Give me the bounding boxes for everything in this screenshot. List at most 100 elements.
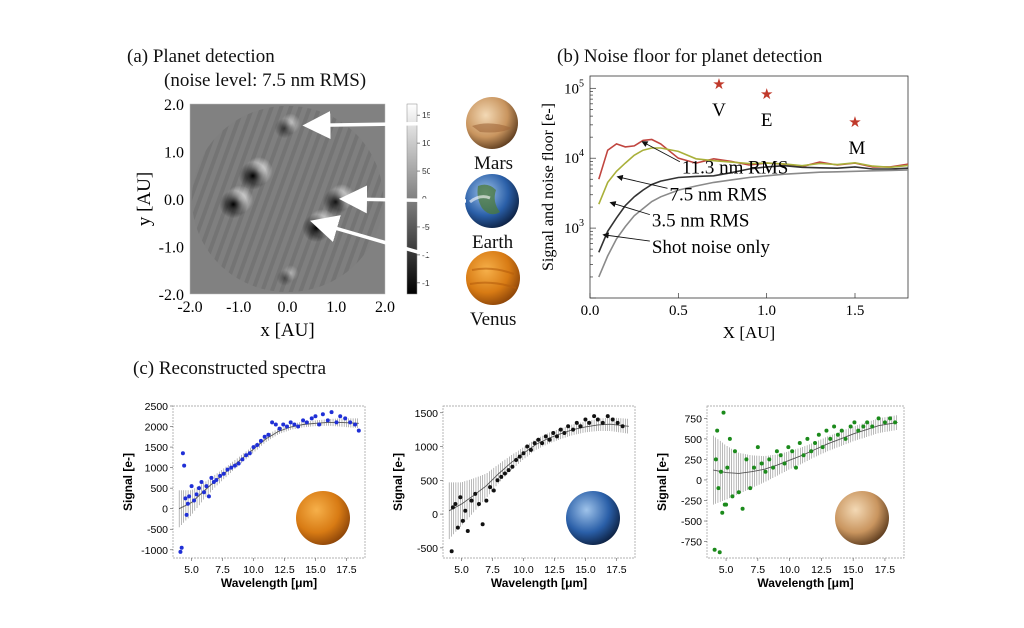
y-tick-label: -2.0 — [159, 287, 184, 304]
data-point — [229, 465, 234, 470]
y-tick-label: -500 — [681, 516, 702, 528]
data-point — [317, 422, 322, 427]
series-line — [598, 147, 909, 205]
data-point — [232, 463, 237, 468]
mars-globe-icon — [835, 491, 889, 545]
marker-label: V — [712, 100, 726, 121]
x-tick-label: 12.5 — [811, 564, 832, 576]
data-point — [484, 498, 489, 503]
data-point — [816, 432, 821, 437]
data-point — [309, 416, 314, 421]
x-tick-label: -1.0 — [226, 299, 251, 316]
data-point — [281, 422, 286, 427]
data-point — [273, 422, 278, 427]
data-point — [755, 445, 760, 450]
data-point — [255, 443, 260, 448]
data-point — [861, 424, 866, 429]
y-tick-label: 104 — [564, 148, 584, 167]
data-point — [801, 453, 806, 458]
data-point — [600, 420, 605, 425]
data-point — [348, 420, 353, 425]
data-point — [476, 501, 481, 506]
data-point — [782, 461, 787, 466]
x-tick-label: 15.0 — [843, 564, 864, 576]
curve-label: 11.3 nm RMS — [682, 158, 788, 179]
detection-map: 2.0 1.0 0.0 -1.0 -2.0-2.0 -1.0 0.0 1.0 2.0 x [AU]… — [134, 97, 430, 341]
data-point — [214, 477, 219, 482]
data-point — [194, 492, 199, 497]
curve-label-arrow — [602, 232, 650, 242]
colorbar-tick-label: 150000 — [422, 110, 430, 120]
data-point — [463, 508, 468, 513]
data-point — [592, 414, 597, 419]
y-tick-label: 0 — [162, 504, 168, 516]
curve-label-arrow — [616, 174, 668, 189]
data-point — [763, 469, 768, 474]
map-feature-dark — [238, 161, 267, 190]
x-tick-label: 5.0 — [719, 564, 734, 576]
data-point — [595, 417, 600, 422]
data-point — [893, 420, 898, 425]
data-point — [882, 420, 887, 425]
y-tick-label: 1500 — [145, 442, 169, 454]
x-axis-label: x [AU] — [260, 320, 314, 341]
x-tick-label: 0.0 — [581, 303, 600, 319]
y-tick-label: 2500 — [145, 401, 169, 413]
earth-cloud — [469, 195, 491, 204]
data-point — [473, 491, 478, 496]
data-point — [716, 486, 721, 491]
data-point — [562, 431, 567, 436]
data-point — [251, 445, 256, 450]
y-axis-label: Signal [e-] — [655, 453, 669, 511]
x-tick-label: 15.0 — [305, 564, 326, 576]
data-point — [258, 438, 263, 443]
venus-bands — [469, 267, 517, 289]
x-tick-label: 10.0 — [513, 564, 534, 576]
data-point — [730, 494, 735, 499]
data-point — [748, 486, 753, 491]
data-point — [277, 426, 282, 431]
y-tick-label: 1000 — [415, 442, 439, 454]
data-point — [499, 474, 504, 479]
x-tick-label: 12.5 — [274, 564, 295, 576]
y-tick-label: 500 — [684, 434, 702, 446]
marker-label: E — [761, 110, 773, 131]
x-tick-label: 0.5 — [669, 303, 688, 319]
data-point — [313, 414, 318, 419]
data-point — [491, 488, 496, 493]
data-point — [865, 420, 870, 425]
panel-a-subtitle: (noise level: 7.5 nm RMS) — [164, 70, 367, 91]
data-point — [832, 424, 837, 429]
data-point — [888, 416, 893, 421]
curve-label: 7.5 nm RMS — [670, 184, 768, 205]
data-point — [180, 451, 185, 456]
data-point — [453, 501, 458, 506]
data-point — [455, 525, 460, 530]
y-tick-label: -250 — [681, 495, 702, 507]
y-tick-label: 1500 — [415, 408, 439, 420]
map-feature-dark — [276, 270, 293, 286]
data-point — [525, 444, 530, 449]
data-point — [778, 453, 783, 458]
data-point — [720, 510, 725, 515]
x-tick-label: 15.0 — [575, 564, 596, 576]
x-tick-label: 17.5 — [875, 564, 896, 576]
plot-frame — [589, 75, 909, 299]
data-point — [183, 496, 188, 501]
y-tick-label: 0.0 — [164, 192, 184, 209]
data-point — [304, 420, 309, 425]
data-point — [266, 432, 271, 437]
y-tick-label: -1.0 — [159, 240, 184, 257]
data-point — [876, 416, 881, 421]
marker-label: M — [849, 138, 866, 159]
curve-label-arrow — [641, 141, 681, 163]
map-feature-dark — [219, 190, 248, 219]
data-point — [578, 424, 583, 429]
data-point — [528, 447, 533, 452]
mars-spectrum-chart: 750 500 250 0 -250 -500 -750 5.0 7.5 10.0 12.5 15.0… — [655, 405, 905, 590]
data-point — [774, 449, 779, 454]
data-point — [521, 451, 526, 456]
data-point — [225, 467, 230, 472]
label-earth: Earth — [472, 232, 514, 253]
map-feature-dark — [274, 118, 295, 139]
